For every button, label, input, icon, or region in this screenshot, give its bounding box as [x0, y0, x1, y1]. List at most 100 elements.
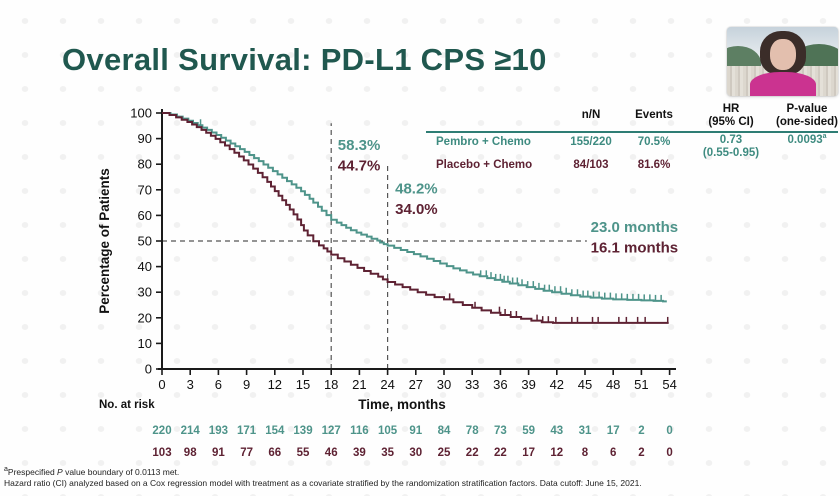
- y-tick-label: 30: [138, 285, 152, 300]
- y-tick-label: 40: [138, 259, 152, 274]
- x-tick-label: 27: [409, 377, 423, 392]
- row-pembro-label: Pembro + Chemo: [436, 136, 531, 149]
- reference-dashed-lines: [162, 123, 587, 369]
- annotation-label: 48.2%: [395, 181, 438, 198]
- footnote-line-2: Hazard ratio (CI) analyzed based on a Co…: [4, 477, 642, 488]
- at-risk-count: 2: [638, 447, 644, 459]
- x-tick-label: 54: [662, 377, 676, 392]
- y-tick-label: 100: [130, 106, 152, 121]
- col-header-p-line1: P-value: [786, 103, 828, 115]
- table-header-rule: [426, 131, 838, 133]
- at-risk-count: 139: [293, 425, 312, 437]
- presenter-torso: [749, 72, 816, 96]
- no-at-risk-label: No. at risk: [99, 399, 155, 411]
- x-tick-label: 51: [634, 377, 648, 392]
- col-header-hr-line2: (95% CI): [708, 115, 754, 128]
- at-risk-count: 78: [466, 425, 479, 437]
- x-tick-label: 0: [158, 377, 165, 392]
- km-step-path: [162, 112, 669, 324]
- footnotes: aPrespecified P value boundary of 0.0113…: [4, 466, 836, 488]
- at-risk-count: 77: [240, 447, 253, 459]
- x-tick-label: 36: [493, 377, 507, 392]
- row-placebo-label: Placebo + Chemo: [436, 159, 533, 172]
- row-placebo-events: 81.6%: [637, 159, 671, 172]
- x-tick-label: 21: [352, 377, 366, 392]
- x-tick-label: 45: [578, 377, 592, 392]
- at-risk-count: 31: [579, 425, 592, 437]
- hr-ci: (0.55-0.95): [702, 146, 760, 159]
- row-pembro-n-n: 155/220: [570, 136, 612, 149]
- at-risk-count: 43: [550, 425, 563, 437]
- at-risk-count: 220: [152, 425, 171, 437]
- x-tick-label: 39: [521, 377, 535, 392]
- presenter-face: [769, 39, 796, 70]
- at-risk-count: 214: [181, 425, 201, 437]
- hr-value: 0.73: [719, 134, 743, 146]
- at-risk-count: 6: [610, 447, 616, 459]
- hr-cell: 0.73 (0.55-0.95): [686, 131, 776, 177]
- annotation-label: 58.3%: [338, 137, 381, 154]
- x-tick-label: 6: [215, 377, 222, 392]
- at-risk-count: 98: [184, 447, 197, 459]
- annotation-label: 23.0 months: [591, 219, 679, 236]
- col-header-n-n-text: n/N: [581, 109, 601, 122]
- at-risk-count: 0: [666, 425, 672, 437]
- at-risk-count: 22: [466, 447, 479, 459]
- x-tick-label: 18: [324, 377, 338, 392]
- at-risk-count: 12: [550, 447, 563, 459]
- at-risk-count: 116: [350, 425, 369, 437]
- axes: 0 3 6 9 12 15 18 21 24 27 30 33 36 39 42 45 48 51 54010203…: [97, 106, 677, 413]
- at-risk-count: 171: [237, 425, 257, 437]
- col-header-hr: HR (95% CI): [686, 100, 776, 131]
- x-tick-label: 24: [380, 377, 394, 392]
- y-tick-label: 0: [145, 362, 152, 377]
- table-corner-empty: [426, 100, 560, 131]
- at-risk-count: 17: [607, 425, 620, 437]
- at-risk-count: 2: [638, 425, 644, 437]
- at-risk-count: 8: [582, 447, 589, 459]
- at-risk-count: 105: [378, 425, 398, 437]
- at-risk-count: 0: [666, 447, 672, 459]
- x-tick-label: 15: [296, 377, 310, 392]
- at-risk-count: 17: [522, 447, 535, 459]
- at-risk-count: 91: [212, 447, 225, 459]
- col-header-n-n: n/N: [560, 100, 622, 131]
- survival-curve-pembro: [162, 112, 667, 303]
- y-tick-label: 50: [138, 234, 152, 249]
- at-risk-count: 39: [353, 447, 366, 459]
- survival-curve-placebo: [162, 112, 669, 324]
- at-risk-count: 193: [209, 425, 228, 437]
- at-risk-count: 30: [409, 447, 422, 459]
- y-tick-label: 90: [138, 131, 152, 146]
- x-tick-label: 9: [243, 377, 250, 392]
- x-tick-label: 12: [268, 377, 282, 392]
- y-tick-label: 10: [138, 336, 152, 351]
- y-tick-label: 60: [138, 208, 152, 223]
- y-tick-label: 80: [138, 157, 152, 172]
- at-risk-count: 35: [381, 447, 394, 459]
- at-risk-count: 103: [152, 447, 171, 459]
- x-tick-label: 42: [550, 377, 564, 392]
- y-axis-title: Percentage of Patients: [97, 168, 112, 314]
- col-header-events-text: Events: [635, 109, 673, 122]
- annotations: 58.3% 44.7% 48.2% 34.0% 23.0 months 16.1 mont…: [338, 137, 678, 256]
- p-value-cell: 0.0093a: [776, 131, 838, 177]
- col-header-events: Events: [622, 100, 686, 131]
- km-step-path: [162, 112, 667, 303]
- at-risk-count: 66: [268, 447, 281, 459]
- at-risk-count: 91: [409, 425, 422, 437]
- webcam-overlay[interactable]: [727, 27, 838, 96]
- x-tick-label: 30: [437, 377, 451, 392]
- at-risk-count: 84: [438, 425, 451, 437]
- at-risk-count: 59: [522, 425, 535, 437]
- p-value: 0.0093a: [787, 133, 827, 146]
- footnote-line-1: aPrespecified P value boundary of 0.0113…: [4, 466, 180, 477]
- at-risk-count: 25: [438, 447, 451, 459]
- at-risk-count: 154: [265, 425, 285, 437]
- annotation-label: 16.1 months: [591, 239, 679, 256]
- x-tick-label: 48: [606, 377, 620, 392]
- annotation-label: 34.0%: [395, 201, 438, 218]
